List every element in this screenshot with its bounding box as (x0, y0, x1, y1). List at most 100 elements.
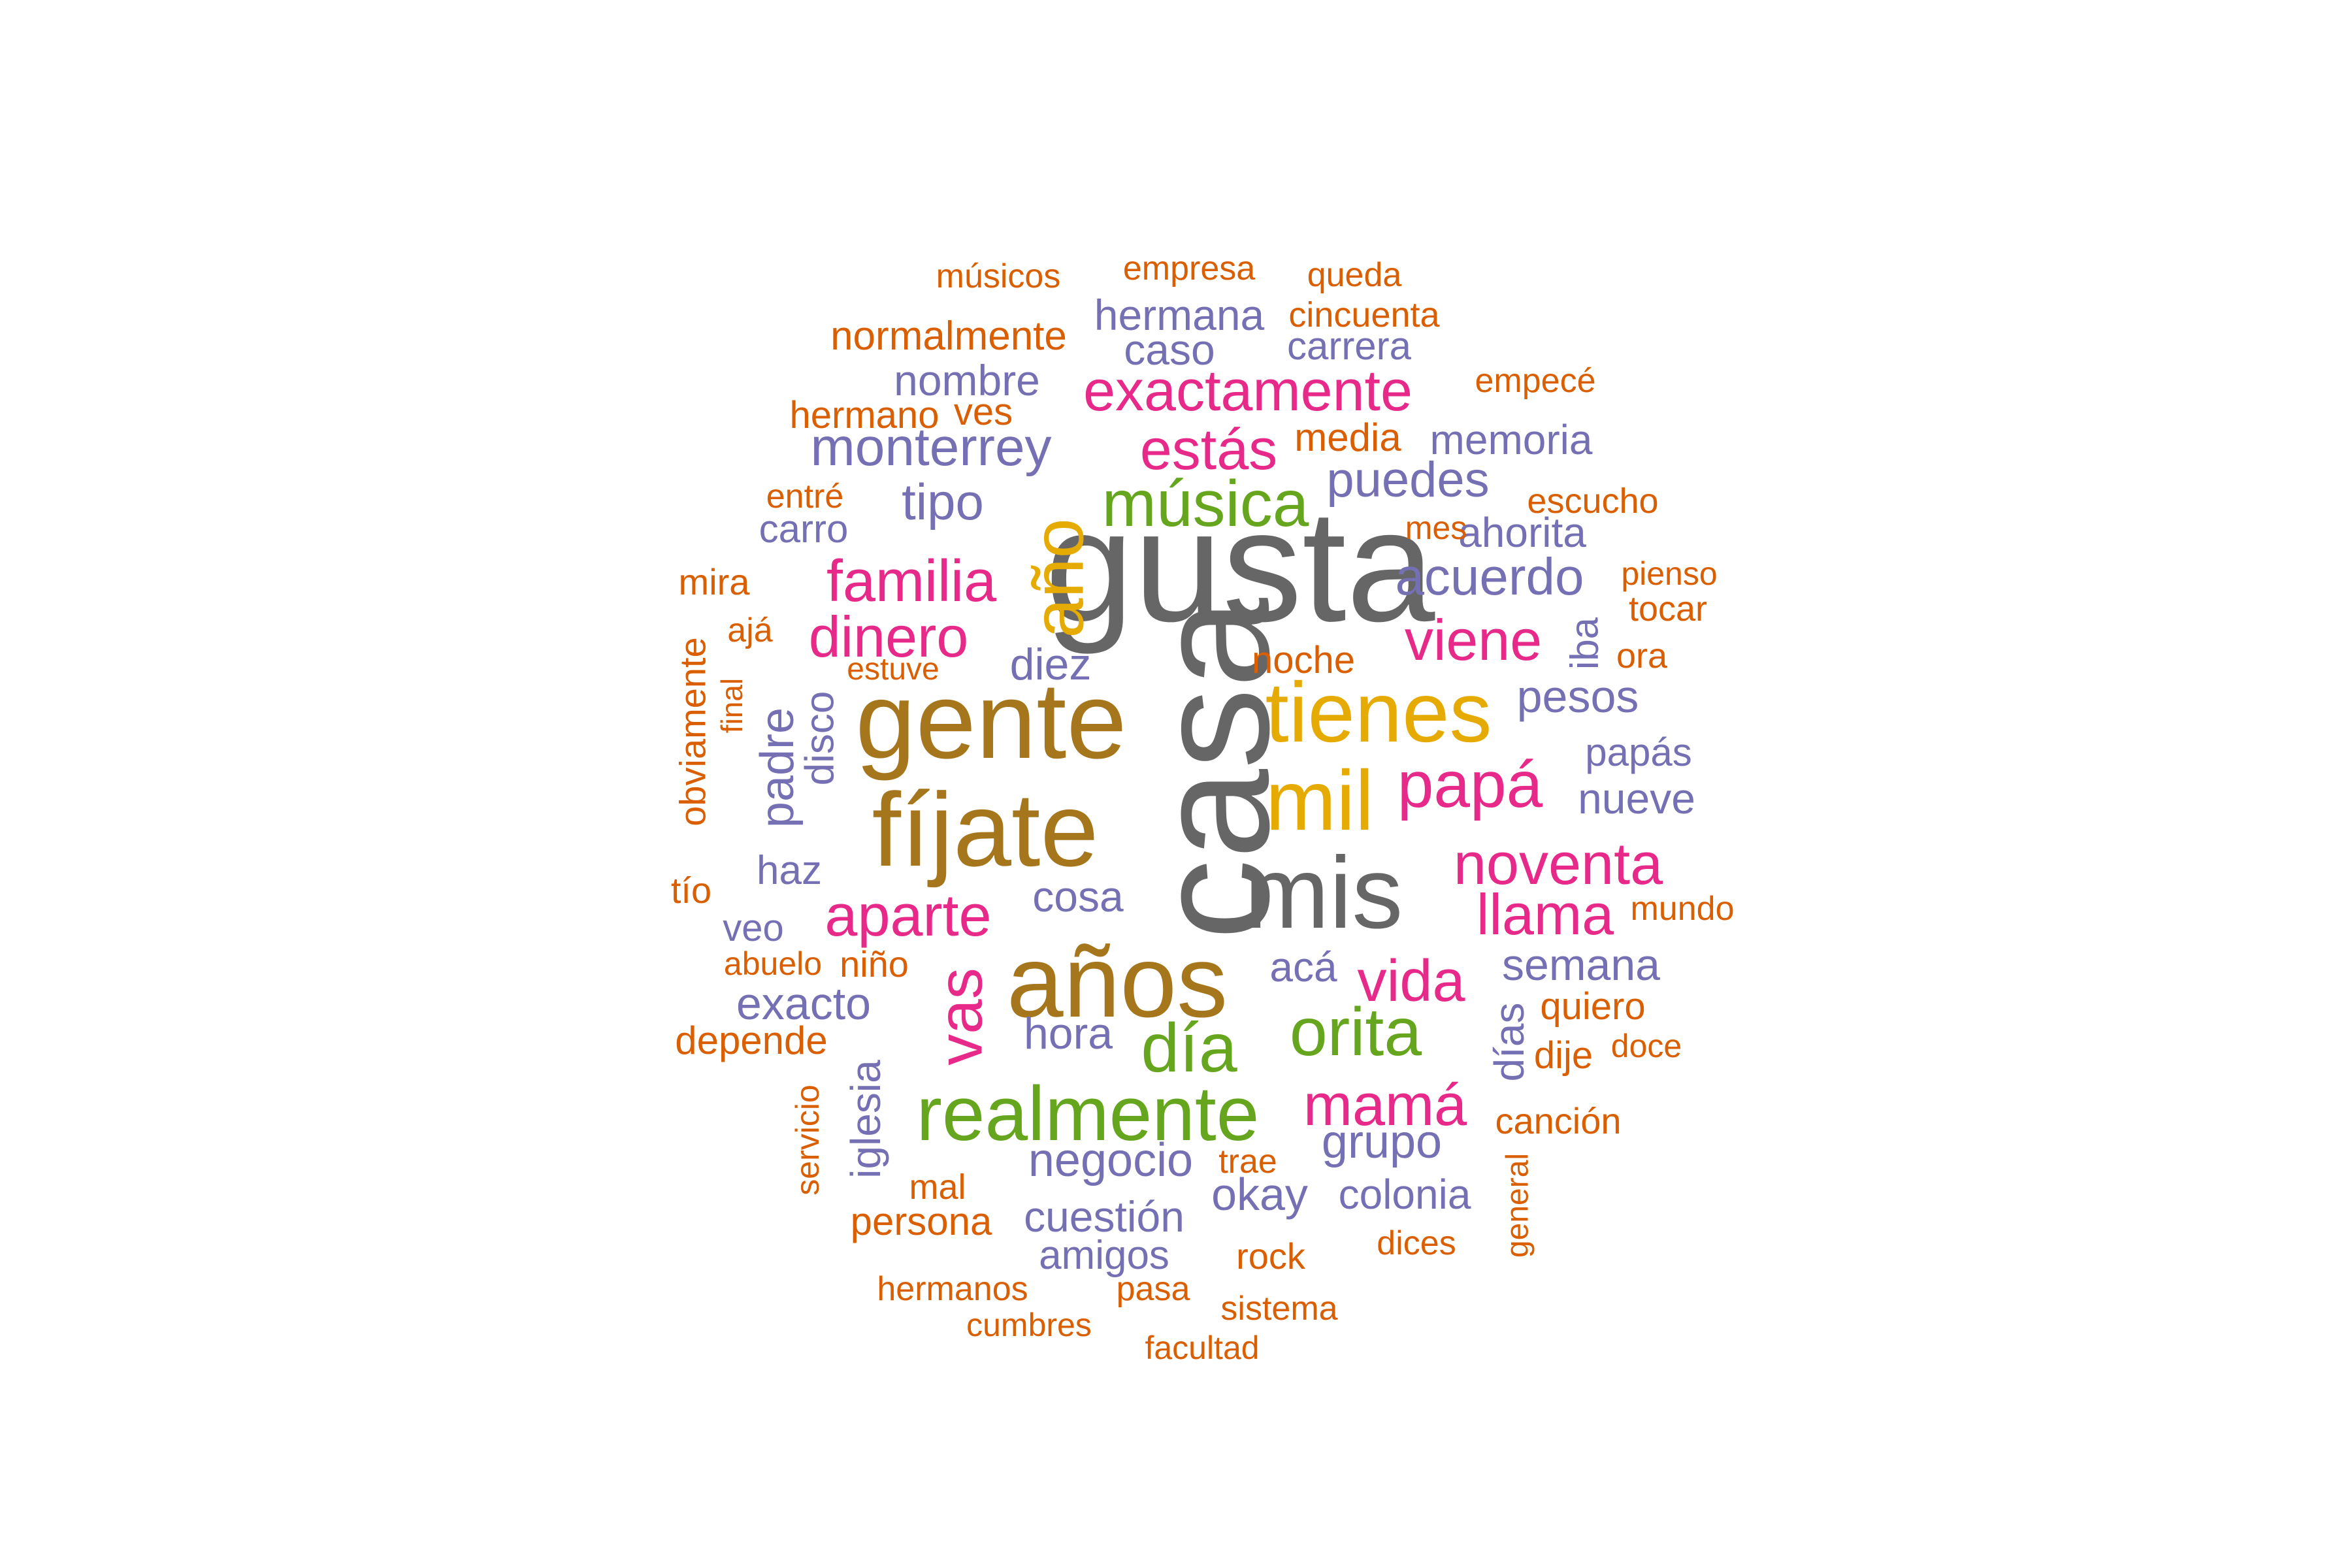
word-nino: niño (840, 943, 909, 985)
word-padre: padre (751, 708, 804, 828)
word-dices: dices (1377, 1224, 1456, 1262)
word-casa: casa (1121, 598, 1303, 940)
word-facultad: facultad (1145, 1330, 1259, 1366)
word-ves: ves (954, 391, 1013, 433)
word-cumbres: cumbres (966, 1307, 1092, 1343)
word-monterrey: monterrey (810, 417, 1051, 477)
word-doce: doce (1611, 1028, 1682, 1064)
word-anos: años (1007, 925, 1228, 1039)
word-dia: día (1141, 1009, 1237, 1086)
word-iba: iba (1563, 617, 1607, 670)
word-mundo: mundo (1631, 890, 1735, 928)
word-estas: estás (1140, 417, 1277, 482)
word-empece: empecé (1475, 362, 1596, 400)
word-vida: vida (1357, 949, 1465, 1014)
word-gente: gente (855, 661, 1126, 781)
word-media: media (1294, 416, 1401, 459)
word-tocar: tocar (1629, 589, 1707, 629)
word-diez: diez (1010, 640, 1092, 689)
word-nueve: nueve (1578, 774, 1695, 823)
word-pesos: pesos (1517, 671, 1639, 722)
word-gusta: gusta (1045, 476, 1435, 655)
word-papa: papá (1397, 748, 1543, 821)
word-aparte: aparte (825, 883, 991, 949)
word-viene: viene (1405, 608, 1542, 672)
word-mes: mes (1405, 510, 1467, 546)
word-entre: entré (766, 478, 844, 515)
word-llama: llama (1477, 882, 1614, 947)
word-pasa: pasa (1117, 1270, 1190, 1308)
word-rock: rock (1236, 1235, 1306, 1277)
word-hermana: hermana (1094, 291, 1265, 339)
word-mama: mamá (1303, 1073, 1467, 1138)
word-depende: depende (675, 1019, 828, 1062)
word-vas: vas (926, 968, 996, 1065)
word-mal: mal (909, 1168, 966, 1207)
word-hora: hora (1024, 1009, 1113, 1058)
word-dias: días (1486, 1003, 1533, 1082)
word-dinero: dinero (809, 604, 969, 669)
word-servicio: servicio (789, 1085, 826, 1195)
word-ano: año (1019, 518, 1099, 638)
word-veo: veo (723, 907, 784, 949)
word-hermano: hermano (790, 394, 939, 436)
word-trae: trae (1218, 1143, 1277, 1181)
word-general: general (1501, 1153, 1535, 1258)
word-fijate: fíjate (872, 771, 1099, 888)
word-noventa: noventa (1454, 832, 1663, 897)
word-papas: papás (1585, 730, 1691, 774)
word-sistema: sistema (1220, 1290, 1337, 1328)
word-mira: mira (679, 561, 751, 602)
word-tio: tío (671, 870, 711, 911)
word-pienso: pienso (1621, 555, 1717, 592)
word-colonia: colonia (1339, 1171, 1471, 1218)
word-mis: mis (1245, 836, 1403, 950)
word-musica: música (1102, 467, 1309, 540)
word-escucho: escucho (1527, 482, 1658, 521)
word-familia: familia (826, 549, 997, 614)
word-final: final (715, 678, 749, 733)
word-exacto: exacto (736, 978, 871, 1029)
word-cosa: cosa (1032, 872, 1124, 921)
word-ahorita: ahorita (1458, 509, 1586, 556)
word-carrera: carrera (1287, 324, 1412, 368)
word-obviamente: obviamente (672, 637, 713, 826)
word-estuve: estuve (847, 652, 939, 687)
word-ora: ora (1616, 636, 1668, 676)
word-empresa: empresa (1123, 250, 1255, 287)
word-aja: ajá (727, 612, 772, 649)
word-aca: acá (1269, 943, 1337, 990)
word-quiero: quiero (1540, 985, 1645, 1028)
word-tipo: tipo (902, 473, 984, 531)
word-acuerdo: acuerdo (1395, 547, 1584, 606)
word-caso: caso (1124, 325, 1215, 374)
word-carro: carro (759, 507, 849, 551)
word-queda: queda (1307, 256, 1402, 294)
word-haz: haz (757, 848, 822, 893)
word-puedes: puedes (1326, 452, 1489, 508)
word-cuestion: cuestión (1024, 1192, 1184, 1241)
word-dije: dije (1534, 1034, 1593, 1077)
word-tienes: tienes (1266, 664, 1492, 760)
word-orita: orita (1290, 994, 1422, 1070)
word-negocio: negocio (1028, 1134, 1193, 1186)
word-realmente: realmente (917, 1071, 1260, 1157)
word-musicos: músicos (936, 257, 1061, 295)
word-noche: noche (1252, 639, 1355, 681)
word-persona: persona (851, 1200, 992, 1243)
word-abuelo: abuelo (724, 945, 822, 982)
word-okay: okay (1211, 1169, 1308, 1220)
word-nombre: nombre (894, 356, 1040, 404)
word-semana: semana (1502, 940, 1660, 990)
word-amigos: amigos (1039, 1233, 1169, 1278)
word-disco: disco (798, 691, 843, 786)
word-memoria: memoria (1430, 416, 1593, 463)
word-cancion: canción (1495, 1100, 1621, 1141)
word-exactamente: exactamente (1083, 358, 1413, 423)
word-iglesia: iglesia (842, 1060, 889, 1179)
word-normalmente: normalmente (830, 314, 1067, 359)
word-mil: mil (1266, 753, 1374, 848)
word-cincuenta: cincuenta (1288, 295, 1440, 335)
word-hermanos: hermanos (877, 1270, 1028, 1308)
